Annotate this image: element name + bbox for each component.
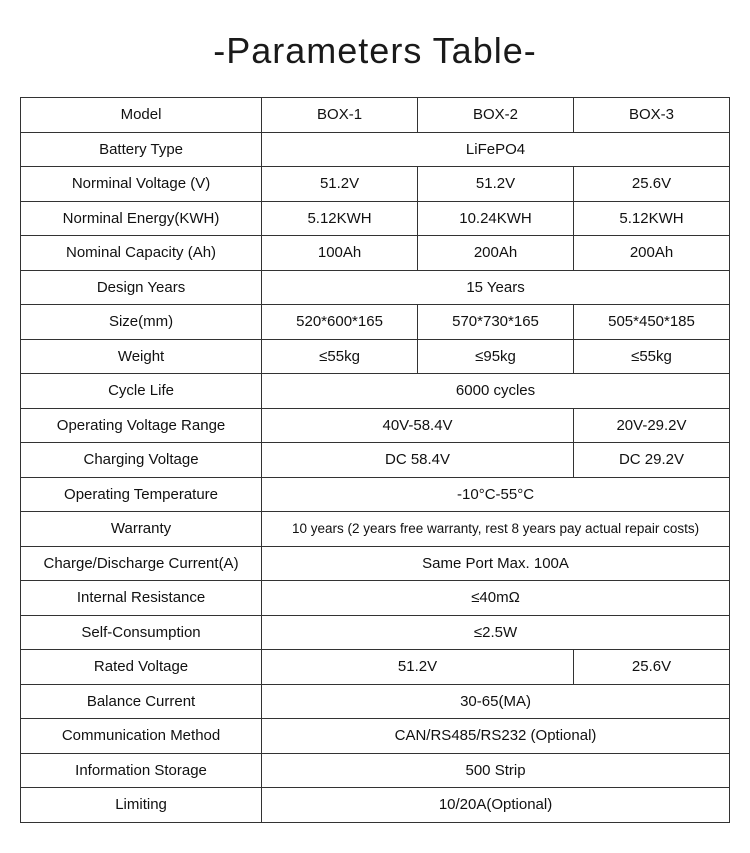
row-label: Weight xyxy=(21,339,262,374)
cell-value: 200Ah xyxy=(574,236,730,271)
table-row: Self-Consumption≤2.5W xyxy=(21,615,730,650)
cell-value: 25.6V xyxy=(574,167,730,202)
row-label: Information Storage xyxy=(21,753,262,788)
row-label: Charging Voltage xyxy=(21,443,262,478)
cell-value-merged: 15 Years xyxy=(262,270,730,305)
cell-value: 570*730*165 xyxy=(418,305,574,340)
table-row: Operating Voltage Range40V-58.4V20V-29.2… xyxy=(21,408,730,443)
table-row: Operating Temperature-10°C-55°C xyxy=(21,477,730,512)
cell-value-merged: 6000 cycles xyxy=(262,374,730,409)
table-row: Battery TypeLiFePO4 xyxy=(21,132,730,167)
cell-value: DC 29.2V xyxy=(574,443,730,478)
cell-value-merged: CAN/RS485/RS232 (Optional) xyxy=(262,719,730,754)
cell-value: BOX-3 xyxy=(574,98,730,133)
row-label: Norminal Voltage (V) xyxy=(21,167,262,202)
table-row: Design Years15 Years xyxy=(21,270,730,305)
row-label: Charge/Discharge Current(A) xyxy=(21,546,262,581)
row-label: Size(mm) xyxy=(21,305,262,340)
cell-value: 200Ah xyxy=(418,236,574,271)
cell-value: ≤95kg xyxy=(418,339,574,374)
row-label: Nominal Capacity (Ah) xyxy=(21,236,262,271)
table-row: Information Storage500 Strip xyxy=(21,753,730,788)
cell-value-merged: 10/20A(Optional) xyxy=(262,788,730,823)
cell-value: 20V-29.2V xyxy=(574,408,730,443)
row-label: Warranty xyxy=(21,512,262,547)
parameters-table-container: -Parameters Table- ModelBOX-1BOX-2BOX-3B… xyxy=(0,0,750,853)
cell-value: 5.12KWH xyxy=(262,201,418,236)
cell-value-merged: Same Port Max. 100A xyxy=(262,546,730,581)
table-row: Charge/Discharge Current(A)Same Port Max… xyxy=(21,546,730,581)
row-label: Design Years xyxy=(21,270,262,305)
row-label: Balance Current xyxy=(21,684,262,719)
table-row: Communication MethodCAN/RS485/RS232 (Opt… xyxy=(21,719,730,754)
row-label: Model xyxy=(21,98,262,133)
cell-value: 505*450*185 xyxy=(574,305,730,340)
table-row: Limiting10/20A(Optional) xyxy=(21,788,730,823)
cell-value: ≤55kg xyxy=(262,339,418,374)
table-row: Cycle Life6000 cycles xyxy=(21,374,730,409)
cell-value: 10.24KWH xyxy=(418,201,574,236)
table-row: Internal Resistance≤40mΩ xyxy=(21,581,730,616)
row-label: Norminal Energy(KWH) xyxy=(21,201,262,236)
table-row: ModelBOX-1BOX-2BOX-3 xyxy=(21,98,730,133)
cell-value-merged: ≤40mΩ xyxy=(262,581,730,616)
row-label: Operating Temperature xyxy=(21,477,262,512)
cell-value-merged: 40V-58.4V xyxy=(262,408,574,443)
table-row: Size(mm)520*600*165570*730*165505*450*18… xyxy=(21,305,730,340)
cell-value-merged: 10 years (2 years free warranty, rest 8 … xyxy=(262,512,730,547)
page-title: -Parameters Table- xyxy=(20,30,730,72)
table-row: Rated Voltage51.2V25.6V xyxy=(21,650,730,685)
parameters-table: ModelBOX-1BOX-2BOX-3Battery TypeLiFePO4N… xyxy=(20,97,730,823)
row-label: Cycle Life xyxy=(21,374,262,409)
row-label: Battery Type xyxy=(21,132,262,167)
cell-value: BOX-1 xyxy=(262,98,418,133)
row-label: Self-Consumption xyxy=(21,615,262,650)
row-label: Operating Voltage Range xyxy=(21,408,262,443)
cell-value: ≤55kg xyxy=(574,339,730,374)
table-row: Warranty10 years (2 years free warranty,… xyxy=(21,512,730,547)
cell-value-merged: LiFePO4 xyxy=(262,132,730,167)
row-label: Rated Voltage xyxy=(21,650,262,685)
table-row: Balance Current30-65(MA) xyxy=(21,684,730,719)
cell-value-merged: 51.2V xyxy=(262,650,574,685)
row-label: Limiting xyxy=(21,788,262,823)
table-row: Charging VoltageDC 58.4VDC 29.2V xyxy=(21,443,730,478)
table-row: Weight≤55kg≤95kg≤55kg xyxy=(21,339,730,374)
cell-value-merged: 30-65(MA) xyxy=(262,684,730,719)
cell-value: BOX-2 xyxy=(418,98,574,133)
row-label: Internal Resistance xyxy=(21,581,262,616)
cell-value-merged: -10°C-55°C xyxy=(262,477,730,512)
cell-value: 51.2V xyxy=(418,167,574,202)
cell-value-merged: DC 58.4V xyxy=(262,443,574,478)
table-row: Norminal Energy(KWH)5.12KWH10.24KWH5.12K… xyxy=(21,201,730,236)
cell-value: 25.6V xyxy=(574,650,730,685)
table-row: Nominal Capacity (Ah)100Ah200Ah200Ah xyxy=(21,236,730,271)
cell-value-merged: ≤2.5W xyxy=(262,615,730,650)
table-row: Norminal Voltage (V)51.2V51.2V25.6V xyxy=(21,167,730,202)
cell-value: 5.12KWH xyxy=(574,201,730,236)
cell-value: 100Ah xyxy=(262,236,418,271)
cell-value-merged: 500 Strip xyxy=(262,753,730,788)
cell-value: 51.2V xyxy=(262,167,418,202)
cell-value: 520*600*165 xyxy=(262,305,418,340)
row-label: Communication Method xyxy=(21,719,262,754)
